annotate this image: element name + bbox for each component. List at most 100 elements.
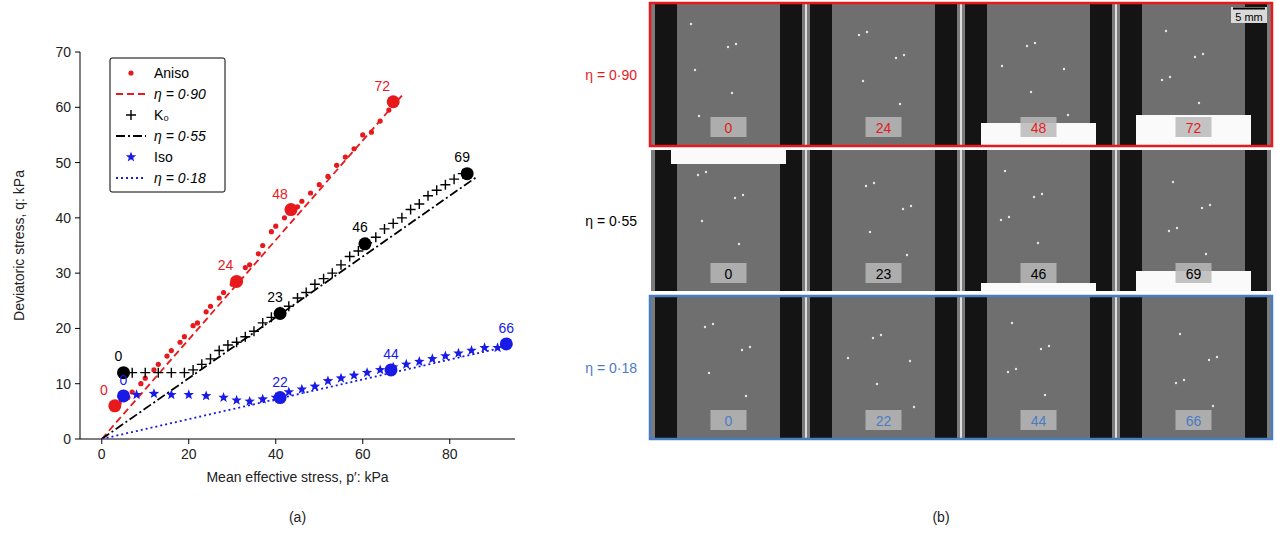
data-point	[414, 199, 424, 209]
ct-background	[651, 4, 806, 145]
key-point	[117, 389, 130, 402]
ct-speck	[1041, 193, 1043, 195]
data-point	[401, 359, 411, 369]
ct-specimen	[1142, 297, 1245, 438]
legend: Anisoη = 0·90K₀η = 0·55Isoη = 0·18	[110, 58, 225, 192]
image-row: 0224466η = 0·18	[585, 296, 1272, 439]
legend-label: η = 0·90	[154, 86, 206, 102]
data-point	[269, 229, 274, 234]
ct-cap	[1136, 115, 1251, 145]
ct-speck	[1202, 53, 1204, 55]
ct-background	[961, 150, 1116, 291]
scan-label: 46	[352, 219, 368, 235]
x-tick-label: 80	[442, 446, 458, 462]
ct-background	[806, 297, 961, 438]
data-point	[191, 323, 196, 328]
panel-label: (a)	[289, 509, 306, 525]
y-tick-label: 10	[55, 376, 71, 392]
ct-speck	[873, 182, 875, 184]
scale-bar-label: 5 mm	[1235, 11, 1263, 23]
key-point	[358, 237, 371, 250]
row-frame	[650, 3, 1272, 146]
ct-speck	[1008, 216, 1010, 218]
data-point	[218, 392, 228, 402]
ct-speck	[858, 34, 860, 36]
ct-speck	[1168, 230, 1170, 232]
data-point	[244, 396, 254, 406]
label-patch	[1176, 117, 1212, 137]
data-point	[217, 295, 222, 300]
ct-image: 44	[961, 297, 1116, 438]
y-axis	[80, 52, 81, 439]
ct-speck	[869, 231, 871, 233]
data-point	[299, 199, 304, 204]
ct-speck	[712, 323, 714, 325]
data-point	[151, 367, 156, 372]
data-point	[375, 364, 385, 374]
ct-speck	[1175, 382, 1177, 384]
scan-label: 48	[272, 186, 288, 202]
data-point	[164, 353, 169, 358]
data-point	[204, 309, 209, 314]
ct-membrane	[1245, 297, 1267, 438]
data-point	[308, 190, 313, 195]
ct-speck	[865, 185, 867, 187]
ct-speck	[913, 406, 915, 408]
y-tick-label: 0	[63, 431, 71, 447]
data-point	[293, 293, 303, 303]
x-tick-label: 40	[268, 446, 284, 462]
label-patch	[711, 263, 747, 283]
ct-speck	[1034, 42, 1036, 44]
legend-line	[116, 93, 146, 95]
ct-speck	[862, 80, 864, 82]
ct-speck	[1000, 219, 1002, 221]
data-point	[153, 368, 163, 378]
ct-speck	[1201, 207, 1203, 209]
y-tick	[75, 107, 80, 108]
y-tick	[75, 383, 80, 384]
scan-label: 66	[499, 320, 515, 336]
ct-speck	[704, 326, 706, 328]
data-point	[449, 174, 459, 184]
ct-image: 22	[806, 297, 961, 438]
ct-speck	[866, 31, 868, 33]
y-tick	[75, 328, 80, 329]
scan-label: 23	[876, 266, 892, 282]
data-point	[453, 348, 463, 358]
ct-membrane	[1120, 297, 1142, 438]
ct-background	[806, 150, 961, 291]
label-patch	[711, 410, 747, 430]
data-point	[273, 224, 278, 229]
legend-marker	[126, 110, 136, 120]
ct-membrane	[780, 297, 802, 438]
scale-bar-patch	[1231, 7, 1267, 23]
image-row: 0234669η = 0·55	[585, 150, 1271, 291]
x-tick	[101, 439, 102, 444]
data-point	[231, 395, 241, 405]
row-label: η = 0·55	[585, 213, 637, 229]
scan-label: 22	[272, 374, 288, 390]
data-point	[258, 318, 268, 328]
ct-background	[806, 4, 961, 145]
data-point	[371, 232, 381, 242]
scan-label: 0	[725, 413, 733, 429]
scan-label: 44	[1031, 413, 1047, 429]
data-point	[360, 132, 365, 137]
ct-specimen	[832, 297, 935, 438]
ct-specimen	[677, 150, 780, 291]
ct-speck	[1007, 371, 1009, 373]
data-point	[310, 279, 320, 289]
ct-speck	[1165, 30, 1167, 32]
ct-speck	[734, 197, 736, 199]
ct-speck	[909, 360, 911, 362]
data-point	[166, 389, 176, 399]
data-point	[380, 224, 390, 234]
legend-marker	[126, 152, 136, 162]
ct-speck	[694, 69, 696, 71]
ct-speck	[1208, 359, 1210, 361]
ct-specimen	[677, 4, 780, 145]
ct-image: 66	[1116, 297, 1271, 438]
ct-speck	[1011, 322, 1013, 324]
ct-membrane	[965, 150, 987, 291]
image-divider	[960, 150, 962, 291]
